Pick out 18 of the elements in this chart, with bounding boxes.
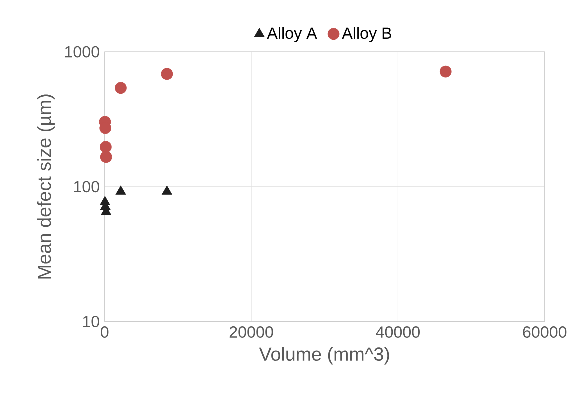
point — [161, 68, 174, 80]
x-tick-label: 40000 — [376, 326, 420, 338]
legend-label: Alloy A — [267, 27, 318, 42]
x-tick-label: 20000 — [230, 326, 274, 338]
point — [162, 186, 172, 195]
x-tick-label: 0 — [100, 326, 109, 338]
x-axis-title: Volume (mm^3) — [259, 347, 390, 365]
y-tick-label: 100 — [74, 181, 100, 193]
y-tick-label: 1000 — [65, 46, 100, 58]
point — [115, 82, 127, 94]
y-axis-title: Mean defect size (µm) — [37, 94, 55, 279]
y-tick-label: 10 — [83, 316, 100, 328]
point — [116, 186, 126, 195]
point — [100, 151, 112, 164]
legend-label: Alloy B — [342, 27, 392, 42]
point — [440, 66, 452, 78]
point — [100, 141, 112, 154]
x-tick-label: 60000 — [523, 326, 567, 338]
